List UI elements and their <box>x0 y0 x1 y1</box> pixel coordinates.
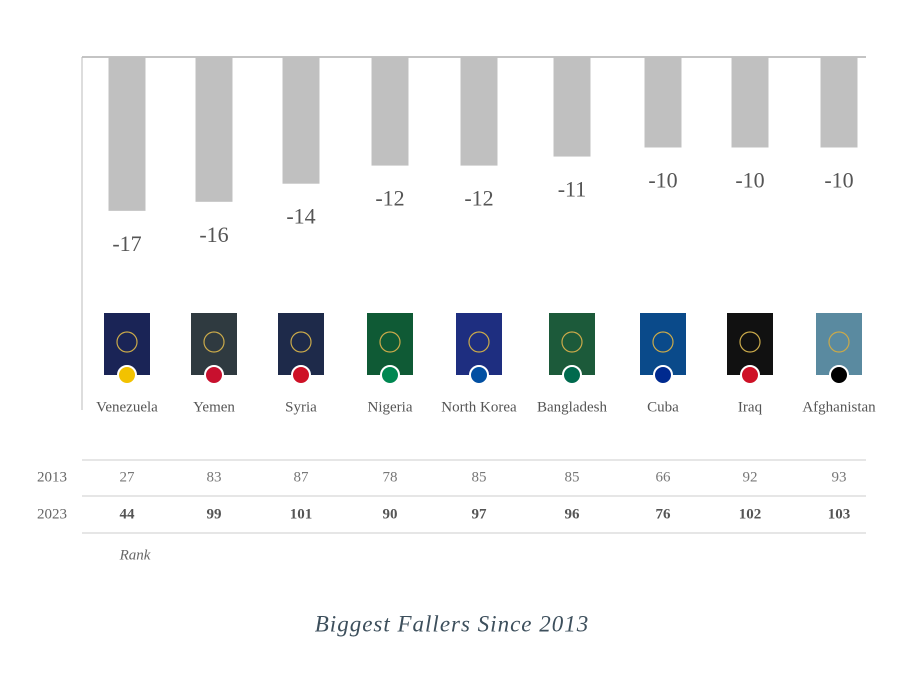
passport-emblem <box>290 331 312 353</box>
value-label: -10 <box>824 168 853 193</box>
x-tick-label: Venezuela <box>96 399 158 415</box>
value-label: -16 <box>199 222 228 247</box>
x-tick-label: North Korea <box>441 399 517 415</box>
x-tick-label: Yemen <box>193 399 235 415</box>
table-cell: 99 <box>207 506 222 522</box>
passport <box>104 313 150 375</box>
value-label: -10 <box>735 168 764 193</box>
flag <box>117 365 137 385</box>
passport-emblem <box>652 331 674 353</box>
bar <box>460 57 498 166</box>
passport-emblem <box>116 331 138 353</box>
passport-emblem <box>468 331 490 353</box>
x-tick-label: Cuba <box>647 399 679 415</box>
passport <box>456 313 502 375</box>
table-cell: 78 <box>383 469 398 485</box>
bar <box>644 57 682 148</box>
passport <box>191 313 237 375</box>
value-label: -17 <box>112 231 141 256</box>
value-label: -10 <box>648 168 677 193</box>
flag <box>829 365 849 385</box>
x-tick-label: Nigeria <box>368 399 413 415</box>
table-cell: 90 <box>383 506 398 522</box>
bar <box>371 57 409 166</box>
passport-emblem <box>739 331 761 353</box>
passport-emblem <box>379 331 401 353</box>
flag <box>653 365 673 385</box>
passport <box>727 313 773 375</box>
table-cell: 44 <box>120 506 136 522</box>
bar <box>820 57 858 148</box>
value-label: -14 <box>286 204 315 229</box>
passport-emblem <box>828 331 850 353</box>
passport <box>278 313 324 375</box>
table-cell: 97 <box>472 506 488 522</box>
table-cell: 96 <box>565 506 581 522</box>
value-label: -12 <box>464 186 493 211</box>
passport <box>549 313 595 375</box>
x-tick-label: Bangladesh <box>537 399 607 415</box>
x-tick-label: Iraq <box>738 399 763 415</box>
bar <box>731 57 769 148</box>
passport <box>367 313 413 375</box>
table-cell: 66 <box>656 469 672 485</box>
flag <box>469 365 489 385</box>
passport-emblem <box>203 331 225 353</box>
bar <box>195 57 233 202</box>
table-cell: 102 <box>739 506 762 522</box>
table-cell: 92 <box>743 469 758 485</box>
row-label: 2023 <box>37 506 67 522</box>
table-cell: 93 <box>832 469 847 485</box>
bar <box>108 57 146 211</box>
rank-note: Rank <box>119 547 151 563</box>
bar <box>282 57 320 184</box>
table-cell: 27 <box>120 469 136 485</box>
flag <box>562 365 582 385</box>
table-cell: 101 <box>290 506 313 522</box>
row-label: 2013 <box>37 469 67 485</box>
table-cell: 87 <box>294 469 310 485</box>
flag <box>740 365 760 385</box>
flag <box>291 365 311 385</box>
table-cell: 83 <box>207 469 222 485</box>
table-cell: 85 <box>472 469 487 485</box>
value-label: -12 <box>375 186 404 211</box>
x-tick-label: Afghanistan <box>802 399 876 415</box>
flag <box>204 365 224 385</box>
passport <box>816 313 862 375</box>
table-cell: 76 <box>656 506 672 522</box>
chart-title: Biggest Fallers Since 2013 <box>315 611 590 636</box>
table-cell: 85 <box>565 469 580 485</box>
table-cell: 103 <box>828 506 851 522</box>
value-label: -11 <box>558 177 587 202</box>
x-tick-label: Syria <box>285 399 317 415</box>
passport-emblem <box>561 331 583 353</box>
flag <box>380 365 400 385</box>
bar <box>553 57 591 157</box>
passport <box>640 313 686 375</box>
